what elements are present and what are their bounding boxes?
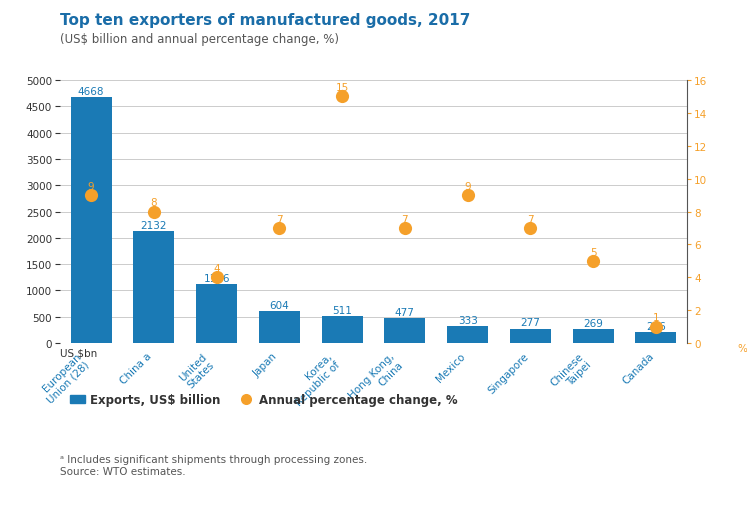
Text: 15: 15: [335, 83, 349, 93]
Bar: [259, 312, 300, 343]
Bar: [573, 329, 613, 343]
Legend: Exports, US$ billion, Annual percentage change, %: Exports, US$ billion, Annual percentage …: [66, 388, 462, 411]
Bar: [71, 98, 111, 343]
Text: 9: 9: [88, 181, 94, 191]
Point: [85, 191, 97, 199]
Text: 7: 7: [527, 214, 533, 224]
Text: 7: 7: [402, 214, 408, 224]
Text: 477: 477: [395, 308, 415, 317]
Text: 333: 333: [458, 315, 477, 325]
Point: [211, 274, 223, 282]
Text: %: %: [737, 343, 747, 354]
Text: ᵃ Includes significant shipments through processing zones.
Source: WTO estimates: ᵃ Includes significant shipments through…: [60, 454, 367, 476]
Point: [524, 224, 536, 232]
Bar: [636, 333, 676, 343]
Bar: [447, 326, 488, 343]
Text: 8: 8: [151, 198, 157, 208]
Bar: [196, 284, 237, 343]
Point: [336, 93, 348, 101]
Text: 511: 511: [332, 306, 352, 316]
Bar: [134, 231, 174, 343]
Text: 5: 5: [590, 247, 596, 257]
Text: 4: 4: [214, 264, 220, 274]
Text: 2132: 2132: [140, 220, 167, 230]
Text: 4668: 4668: [78, 87, 105, 97]
Text: 206: 206: [646, 322, 666, 331]
Bar: [385, 318, 425, 343]
Point: [587, 257, 599, 266]
Text: 604: 604: [270, 300, 289, 311]
Text: 7: 7: [276, 214, 282, 224]
Text: 1: 1: [653, 313, 659, 323]
Text: 1126: 1126: [203, 273, 230, 283]
Point: [650, 323, 662, 331]
Text: US $bn: US $bn: [60, 347, 97, 358]
Text: 9: 9: [465, 181, 471, 191]
Point: [148, 208, 160, 216]
Point: [462, 191, 474, 199]
Text: 269: 269: [583, 318, 603, 328]
Text: Top ten exporters of manufactured goods, 2017: Top ten exporters of manufactured goods,…: [60, 13, 470, 28]
Text: (US$ billion and annual percentage change, %): (US$ billion and annual percentage chang…: [60, 33, 338, 46]
Bar: [322, 317, 362, 343]
Point: [399, 224, 411, 232]
Bar: [510, 329, 551, 343]
Text: 277: 277: [521, 318, 540, 328]
Point: [273, 224, 285, 232]
